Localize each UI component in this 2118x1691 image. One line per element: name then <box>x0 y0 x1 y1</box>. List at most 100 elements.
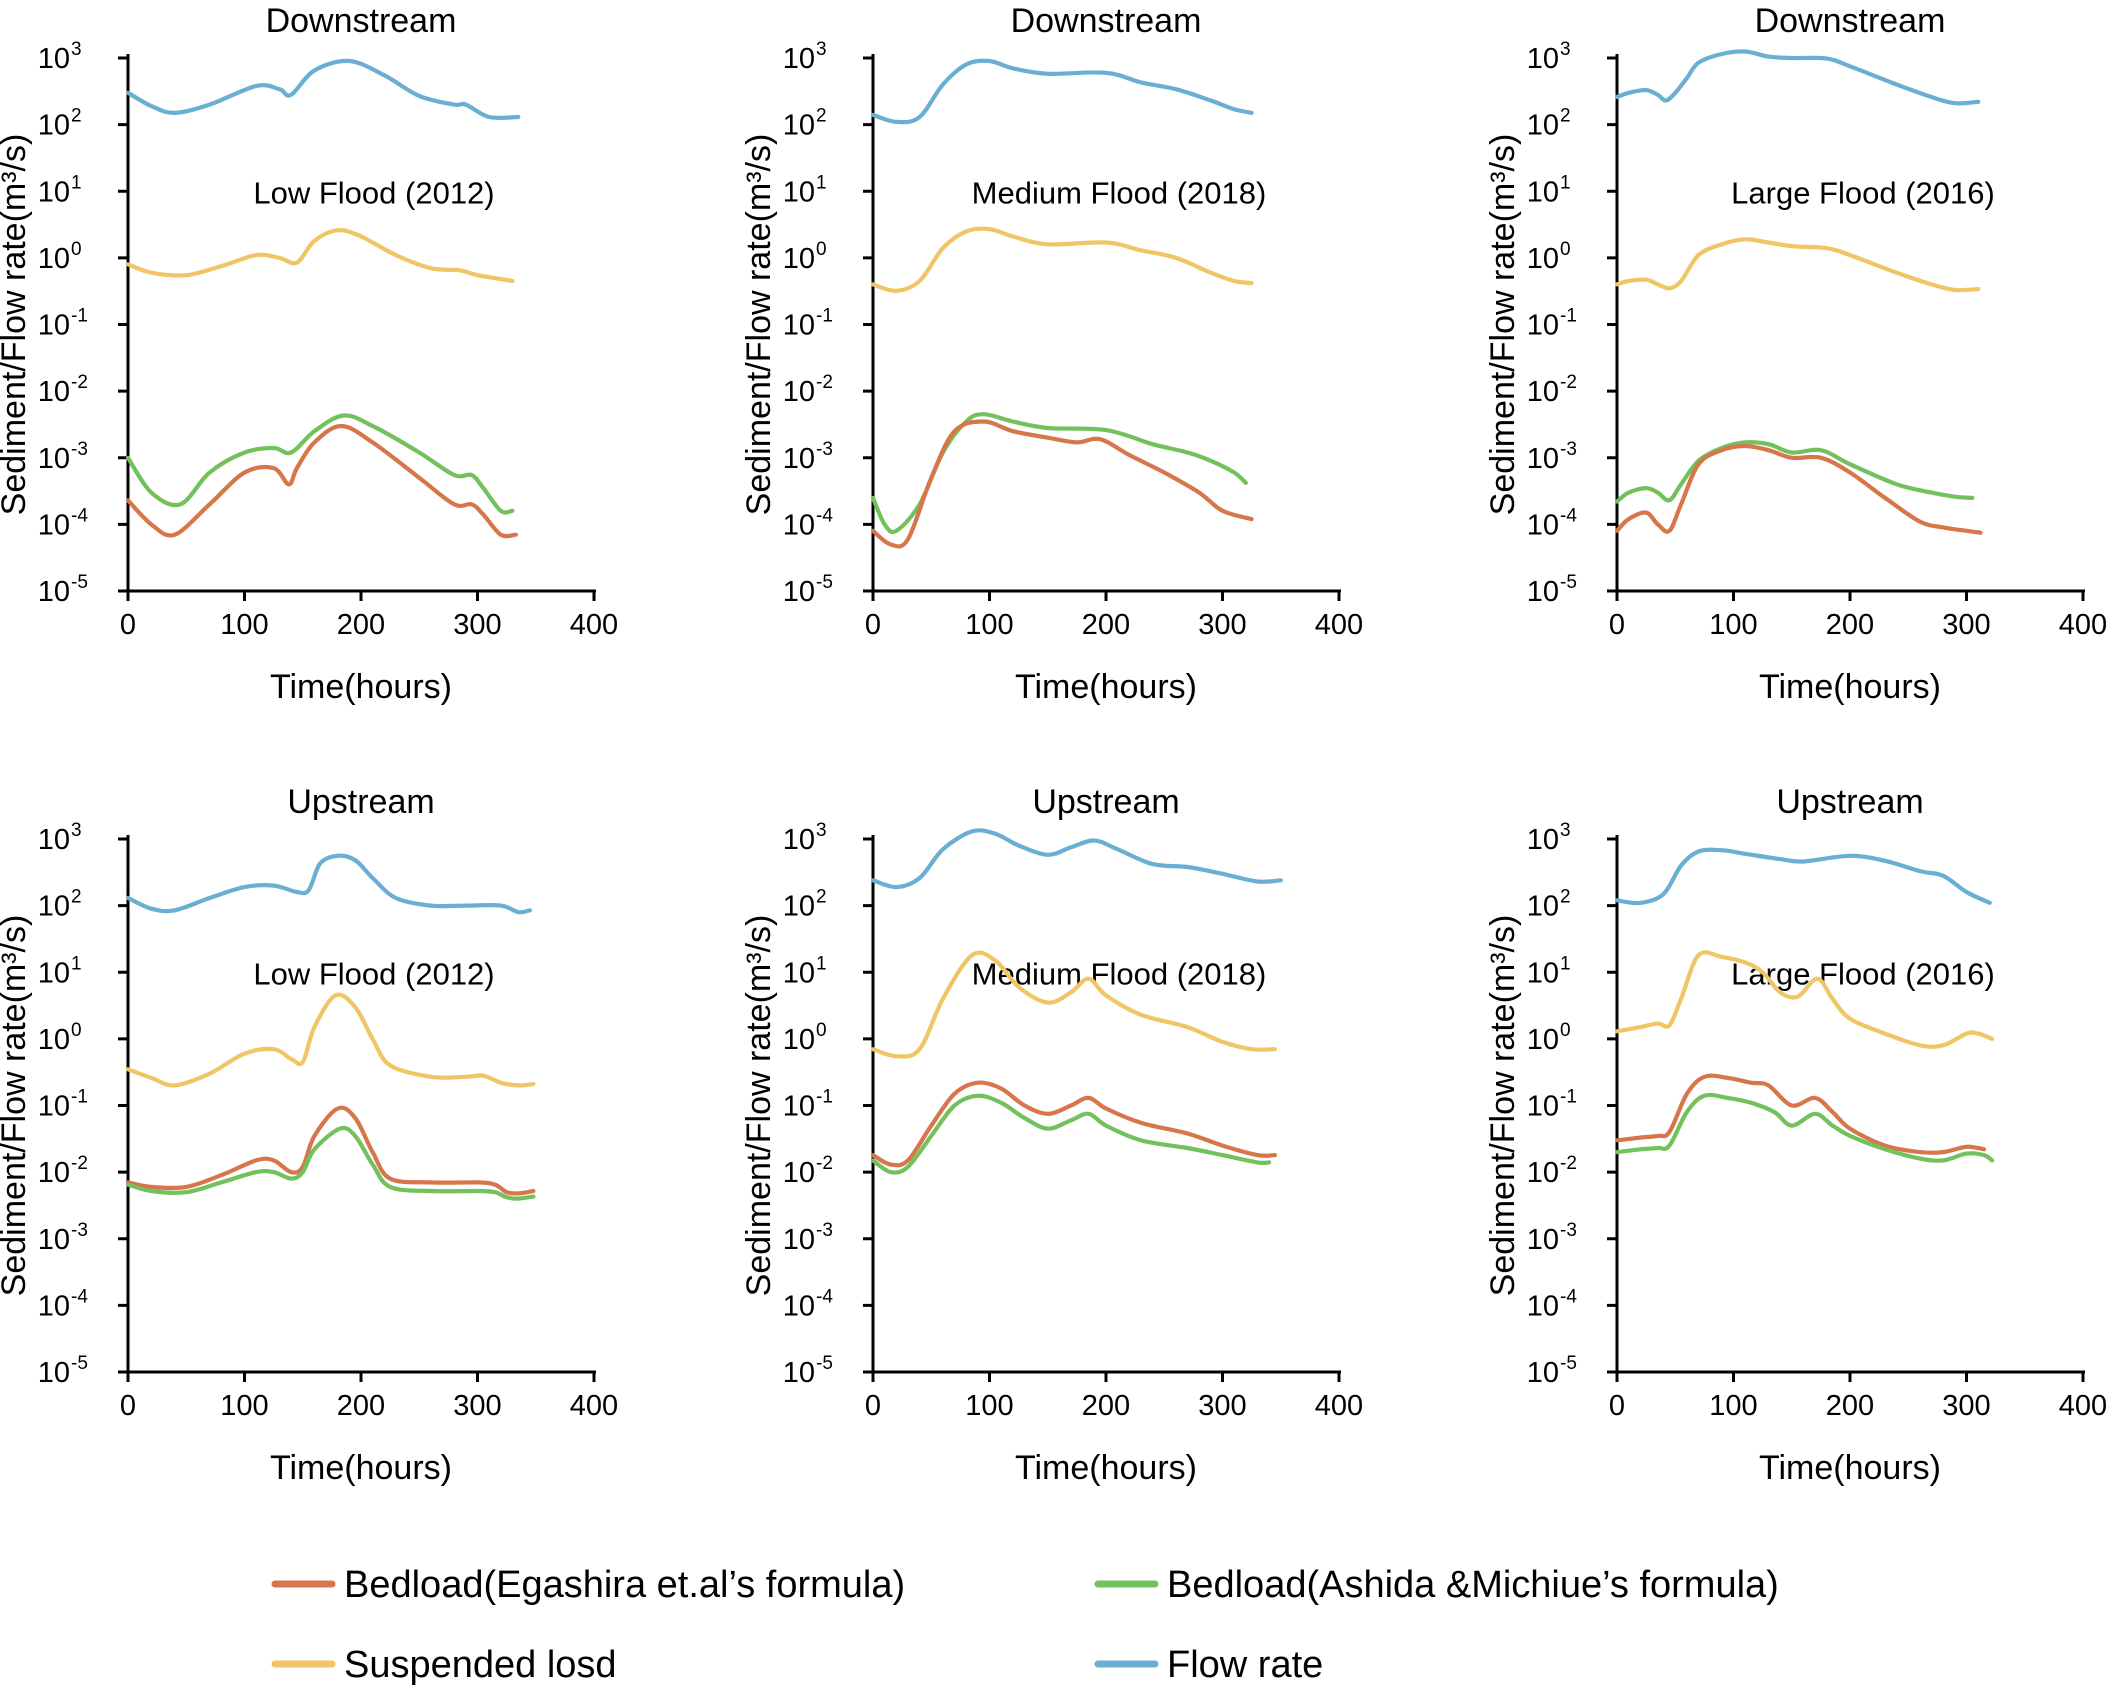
y-tick-exponent: -3 <box>71 439 88 460</box>
y-tick-exponent: 2 <box>1560 887 1571 908</box>
y-tick-label: 10-4 <box>1527 505 1578 541</box>
panel-title: Upstream <box>287 783 434 821</box>
y-axis-label: Sediment/Flow rate(m³/s) <box>0 134 33 516</box>
x-axis-label: Time(hours) <box>1759 1449 1941 1487</box>
x-tick-label: 300 <box>1942 1390 1990 1422</box>
y-tick-label: 10-5 <box>1527 572 1577 608</box>
x-axis-label: Time(hours) <box>1759 668 1941 706</box>
y-axis-label: Sediment/Flow rate(m³/s) <box>0 915 33 1297</box>
y-tick-label: 10-5 <box>38 572 88 608</box>
x-axis-label: Time(hours) <box>270 1449 452 1487</box>
y-tick-label: 10-1 <box>1527 306 1577 342</box>
y-tick-label: 10-2 <box>1527 372 1577 408</box>
panel-title: Upstream <box>1032 783 1179 821</box>
legend-label-suspended: Suspended losd <box>344 1644 617 1686</box>
y-tick-base: 10 <box>1527 443 1559 475</box>
axis-lines <box>126 835 596 1374</box>
y-tick-base: 10 <box>1527 43 1559 75</box>
y-tick-base: 10 <box>1527 1357 1559 1389</box>
x-tick-label: 0 <box>865 609 881 641</box>
axis-lines <box>871 835 1341 1374</box>
y-tick-label: 101 <box>1527 953 1571 989</box>
series-line-suspended <box>125 992 536 1088</box>
y-tick-exponent: 0 <box>71 239 82 260</box>
y-tick-base: 10 <box>1527 891 1559 923</box>
legend-item-egashira: Bedload(Egashira et.al’s formula) <box>271 1564 905 1606</box>
x-tick-label: 400 <box>1315 1390 1363 1422</box>
y-tick-base: 10 <box>1527 243 1559 275</box>
y-tick-label: 100 <box>38 239 82 275</box>
series-line-suspended <box>870 950 1277 1059</box>
x-tick-label: 200 <box>337 609 385 641</box>
y-axis-label: Sediment/Flow rate(m³/s) <box>1484 134 1522 516</box>
y-tick-base: 10 <box>38 243 70 275</box>
y-tick-base: 10 <box>38 1157 70 1189</box>
y-tick-label: 10-2 <box>38 1153 88 1189</box>
x-tick-label: 300 <box>1198 1390 1246 1422</box>
y-tick-label: 10-2 <box>783 1153 833 1189</box>
flood-annotation: Large Flood (2016) <box>1731 956 1995 991</box>
y-tick-exponent: 3 <box>1560 820 1571 841</box>
x-tick-label: 200 <box>1082 609 1130 641</box>
y-tick-exponent: -5 <box>816 572 833 593</box>
y-tick-exponent: -2 <box>71 372 88 393</box>
y-tick-exponent: 0 <box>1560 239 1571 260</box>
y-tick-base: 10 <box>1527 1024 1559 1056</box>
series-line-flow <box>870 58 1254 125</box>
series-line-egashira <box>1614 1073 1987 1155</box>
series-line-flow <box>1614 847 1992 906</box>
series-line-egashira <box>125 423 518 539</box>
y-tick-base: 10 <box>38 310 70 342</box>
y-tick-label: 103 <box>1527 820 1571 856</box>
y-tick-exponent: 0 <box>816 239 827 260</box>
axis-lines <box>871 54 1341 593</box>
y-tick-base: 10 <box>783 1091 815 1123</box>
y-tick-exponent: 2 <box>71 106 82 127</box>
x-tick-label: 400 <box>1315 609 1363 641</box>
panel-title: Upstream <box>1776 783 1923 821</box>
y-tick-exponent: 0 <box>71 1020 82 1041</box>
y-tick-base: 10 <box>783 1024 815 1056</box>
y-tick-base: 10 <box>38 1224 70 1256</box>
y-tick-exponent: -2 <box>1560 1153 1577 1174</box>
x-tick-label: 0 <box>865 1390 881 1422</box>
y-tick-base: 10 <box>38 891 70 923</box>
y-tick-label: 10-3 <box>783 439 833 475</box>
y-tick-base: 10 <box>783 243 815 275</box>
y-tick-exponent: -2 <box>1560 372 1577 393</box>
y-tick-exponent: -1 <box>71 1087 88 1108</box>
y-tick-exponent: -5 <box>71 1353 88 1374</box>
y-tick-base: 10 <box>1527 1157 1559 1189</box>
flood-annotation: Medium Flood (2018) <box>972 956 1267 991</box>
y-tick-base: 10 <box>38 176 70 208</box>
x-tick-label: 0 <box>120 609 136 641</box>
y-tick-base: 10 <box>38 1091 70 1123</box>
y-axis-label: Sediment/Flow rate(m³/s) <box>1484 915 1522 1297</box>
x-tick-label: 400 <box>2059 1390 2107 1422</box>
y-tick-label: 10-3 <box>38 1220 88 1256</box>
x-tick-label: 300 <box>1942 609 1990 641</box>
y-tick-label: 10-2 <box>783 372 833 408</box>
y-tick-label: 101 <box>1527 172 1571 208</box>
panel-title: Downstream <box>266 2 457 40</box>
y-tick-label: 10-1 <box>38 306 88 342</box>
y-tick-exponent: 2 <box>816 887 827 908</box>
series-line-egashira <box>870 1080 1277 1168</box>
x-tick-label: 400 <box>570 609 618 641</box>
y-tick-base: 10 <box>38 443 70 475</box>
y-tick-exponent: -4 <box>1560 505 1577 526</box>
x-tick-label: 100 <box>1709 1390 1757 1422</box>
x-tick-label: 100 <box>965 609 1013 641</box>
y-tick-base: 10 <box>783 1290 815 1322</box>
y-tick-label: 101 <box>783 953 827 989</box>
y-tick-base: 10 <box>1527 576 1559 608</box>
series-line-flow <box>125 853 532 915</box>
legend: Bedload(Egashira et.al’s formula) Bedloa… <box>271 1564 1779 1686</box>
legend-item-suspended: Suspended losd <box>271 1644 617 1686</box>
flood-annotation: Low Flood (2012) <box>253 175 494 210</box>
y-tick-exponent: -5 <box>816 1353 833 1374</box>
y-tick-label: 102 <box>1527 887 1571 923</box>
y-tick-base: 10 <box>783 509 815 541</box>
